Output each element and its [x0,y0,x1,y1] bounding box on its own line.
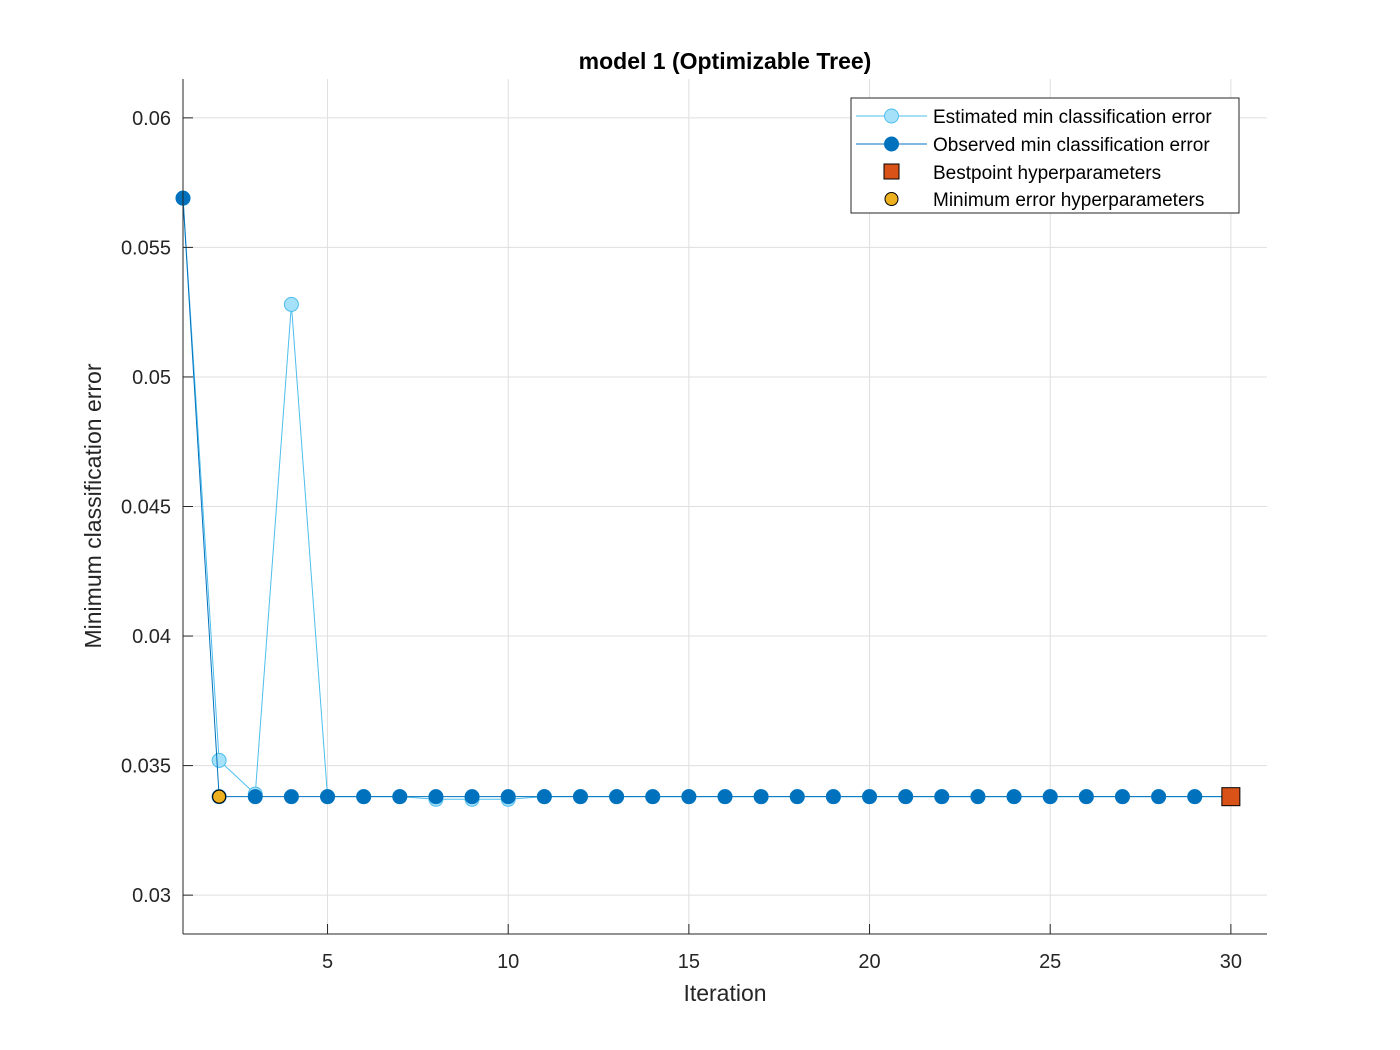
legend-estimated-label: Estimated min classification error [933,107,1212,128]
estimated-point [283,296,299,312]
ticks: 5 10 15 20 25 30 0.03 0.035 0.04 0.045 0.05 0.055 0.… [121,108,1242,973]
grid-lines [183,79,1267,934]
observed-point [753,789,769,805]
observed-point [428,789,444,805]
observed-point [500,789,516,805]
observed-point [717,789,733,805]
y-tick-label: 0.03 [132,885,171,907]
y-axis-title: Minimum classification error [80,363,106,648]
observed-point [862,789,878,805]
legend: Estimated min classification error Obser… [850,97,1240,214]
y-tick-label: 0.055 [121,237,171,259]
observed-point [825,789,841,805]
x-axis-title: Iteration [683,980,766,1006]
observed-point [934,789,950,805]
observed-point [1078,789,1094,805]
observed-point [1151,789,1167,805]
observed-point [572,789,588,805]
legend-bestpoint-label: Bestpoint hyperparameters [933,163,1161,184]
legend-min-error-label: Minimum error hyperparameters [933,190,1204,211]
observed-point [681,789,697,805]
observed-point [1114,789,1130,805]
observed-point [645,789,661,805]
y-tick-label: 0.06 [132,108,171,130]
observed-point [1187,789,1203,805]
observed-point [536,789,552,805]
x-tick-label: 25 [1039,951,1061,973]
observed-point [609,789,625,805]
observed-point [356,789,372,805]
observed-point [320,789,336,805]
observed-point [970,789,986,805]
x-tick-label: 10 [497,951,519,973]
observed-point [898,789,914,805]
observed-point [392,789,408,805]
legend-min-error-marker [884,192,899,206]
chart-title: model 1 (Optimizable Tree) [579,48,872,74]
estimated-point [211,752,227,768]
x-tick-label: 20 [858,951,880,973]
legend-box [850,97,1240,214]
x-tick-label: 30 [1220,951,1242,973]
observed-point [247,789,263,805]
observed-point [1006,789,1022,805]
observed-point [283,789,299,805]
x-tick-label: 5 [322,951,333,973]
bestpoint-marker [1221,787,1241,807]
legend-bestpoint-marker [883,163,900,180]
observed-point [464,789,480,805]
y-tick-label: 0.035 [121,756,171,778]
legend-observed-marker [884,136,899,152]
x-tick-label: 15 [678,951,700,973]
y-tick-label: 0.045 [121,497,171,519]
y-tick-label: 0.05 [132,367,171,389]
min-error-point [212,789,227,804]
y-tick-label: 0.04 [132,626,171,648]
observed-point [1042,789,1058,805]
observed-point [789,789,805,805]
legend-estimated-marker [884,108,899,124]
legend-observed-label: Observed min classification error [933,135,1210,156]
